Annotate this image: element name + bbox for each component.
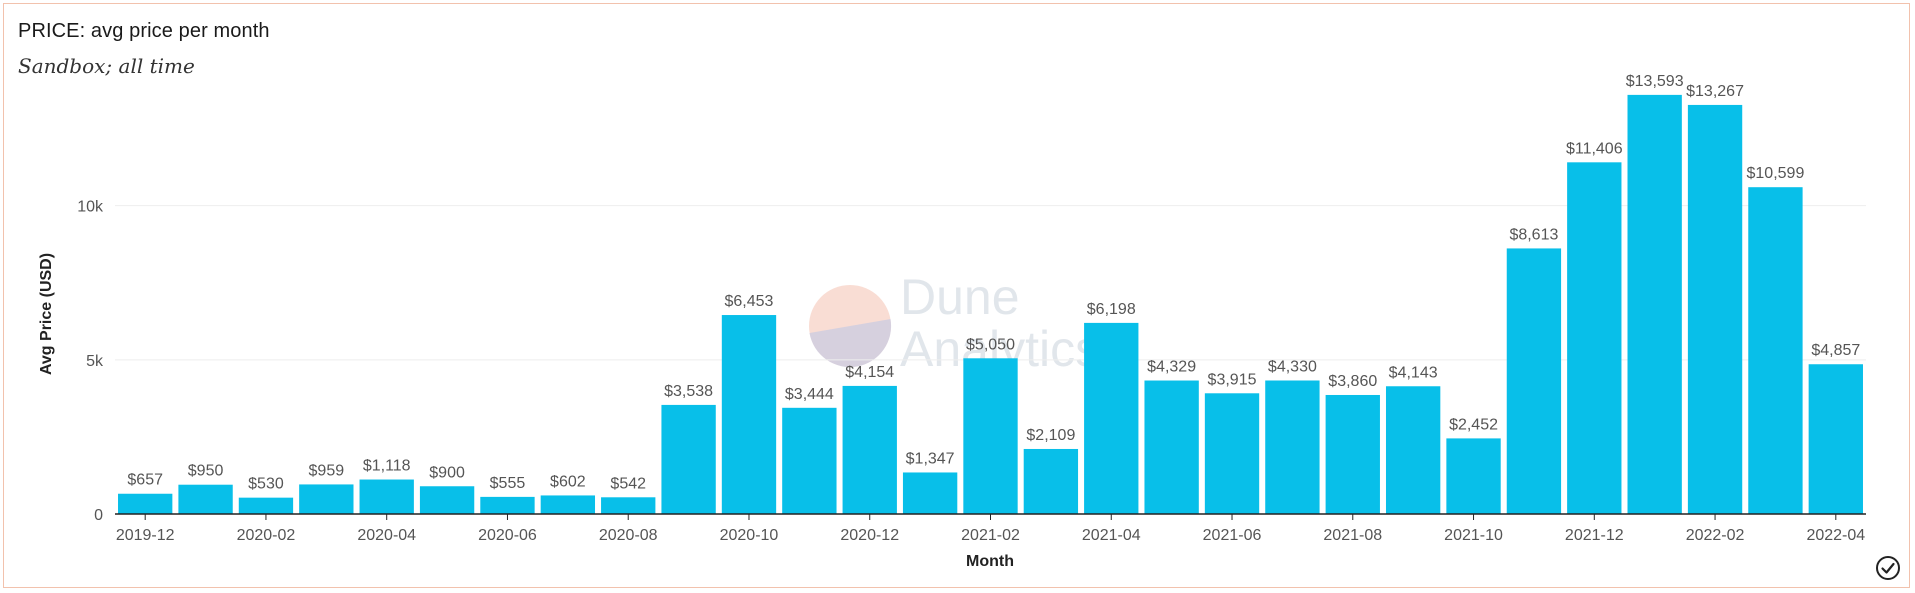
bar[interactable] — [1385, 386, 1441, 514]
bar[interactable] — [480, 496, 535, 514]
bar[interactable] — [1567, 162, 1622, 514]
bar-data-label: $530 — [248, 476, 284, 493]
bar-data-label: $11,406 — [1566, 140, 1623, 157]
bar[interactable] — [540, 495, 596, 514]
y-tick-label: 0 — [94, 507, 103, 524]
bar-data-label: $1,347 — [906, 450, 955, 467]
bar[interactable] — [1446, 438, 1501, 514]
x-axis-label: Month — [966, 553, 1014, 570]
bar[interactable] — [661, 404, 716, 514]
x-tick-label: 2020-10 — [720, 527, 779, 544]
x-tick-label: 2021-08 — [1323, 527, 1382, 544]
x-tick-label: 2020-04 — [357, 527, 416, 544]
y-tick-label: 10k — [77, 199, 104, 216]
bar[interactable] — [1325, 394, 1380, 514]
watermark-line1: Dune — [900, 269, 1020, 325]
bar[interactable] — [1204, 393, 1260, 514]
x-tick-label: 2020-08 — [599, 527, 658, 544]
chart-title: PRICE: avg price per month — [18, 20, 270, 42]
bar-data-label: $4,857 — [1811, 342, 1860, 359]
bar[interactable] — [1506, 248, 1562, 514]
bar[interactable] — [1627, 94, 1682, 514]
x-tick-label: 2021-10 — [1444, 527, 1503, 544]
bar[interactable] — [1144, 380, 1199, 514]
bar[interactable] — [1084, 322, 1139, 514]
y-axis-label: Avg Price (USD) — [38, 253, 55, 375]
bar-data-label: $3,915 — [1208, 371, 1257, 388]
bar-data-label: $555 — [490, 475, 526, 492]
check-circle-icon[interactable] — [1875, 555, 1901, 581]
x-tick-label: 2022-02 — [1686, 527, 1745, 544]
bar[interactable] — [721, 315, 777, 514]
bar[interactable] — [1808, 364, 1863, 514]
bar[interactable] — [1265, 380, 1320, 514]
bar-data-label: $3,538 — [664, 383, 713, 400]
bar-data-label: $13,593 — [1626, 73, 1684, 90]
x-tick-label: 2021-06 — [1203, 527, 1262, 544]
bar-data-label: $542 — [610, 475, 646, 492]
bar[interactable] — [1023, 448, 1079, 514]
bar-data-label: $2,452 — [1449, 416, 1498, 433]
bar-data-label: $4,143 — [1389, 364, 1438, 381]
bar-data-label: $6,453 — [725, 293, 774, 310]
y-tick-label: 5k — [86, 353, 104, 370]
bar-data-label: $602 — [550, 473, 586, 490]
x-tick-label: 2020-06 — [478, 527, 537, 544]
bar-data-label: $10,599 — [1747, 165, 1805, 182]
bar[interactable] — [842, 385, 897, 514]
bar[interactable] — [299, 484, 354, 514]
bar-labels: $657 $950 $530 $959 $1,118 $900 $555 $602 $542 $3… — [127, 73, 1860, 493]
bar-data-label: $3,444 — [785, 386, 834, 403]
x-tick-label: 2021-04 — [1082, 527, 1141, 544]
watermark-logo-shade-icon — [809, 319, 892, 368]
bar[interactable] — [963, 358, 1018, 514]
x-tick-label: 2019-12 — [116, 527, 175, 544]
bar-data-label: $2,109 — [1026, 427, 1075, 444]
watermark: Dune Analytics — [809, 269, 1100, 377]
bar-data-label: $4,154 — [845, 364, 894, 381]
bar[interactable] — [359, 479, 414, 514]
bar-data-label: $8,613 — [1509, 226, 1558, 243]
bar[interactable] — [238, 497, 294, 514]
bar[interactable] — [902, 472, 958, 514]
x-tick-label: 2022-04 — [1806, 527, 1865, 544]
bar[interactable] — [1748, 187, 1803, 514]
bar-data-label: $5,050 — [966, 336, 1015, 353]
x-tick-label: 2021-12 — [1565, 527, 1624, 544]
bar[interactable] — [419, 486, 475, 514]
bar[interactable] — [1687, 104, 1743, 514]
bar[interactable] — [782, 407, 837, 514]
bar[interactable] — [601, 497, 656, 514]
chart-subtitle: Sandbox; all time — [18, 54, 195, 78]
bar-data-label: $900 — [429, 464, 465, 481]
bar-data-label: $3,860 — [1328, 373, 1377, 390]
bar[interactable] — [118, 493, 173, 514]
bars — [118, 94, 1863, 514]
y-axis-ticks: 0 5k 10k — [77, 199, 104, 524]
bar-data-label: $1,118 — [363, 458, 411, 475]
x-tick-label: 2020-02 — [237, 527, 296, 544]
x-axis-ticks: 2019-12 2020-02 2020-04 2020-06 2020-08 2020-… — [116, 514, 1865, 544]
x-tick-label: 2020-12 — [840, 527, 899, 544]
bar-data-label: $4,329 — [1147, 359, 1196, 376]
bar-data-label: $13,267 — [1686, 83, 1744, 100]
bar-data-label: $6,198 — [1087, 301, 1136, 318]
bar-data-label: $4,330 — [1268, 358, 1317, 375]
bar-data-label: $950 — [188, 463, 224, 480]
x-tick-label: 2021-02 — [961, 527, 1020, 544]
bar-data-label: $959 — [309, 462, 345, 479]
bar[interactable] — [178, 484, 233, 514]
bar-data-label: $657 — [127, 472, 163, 489]
